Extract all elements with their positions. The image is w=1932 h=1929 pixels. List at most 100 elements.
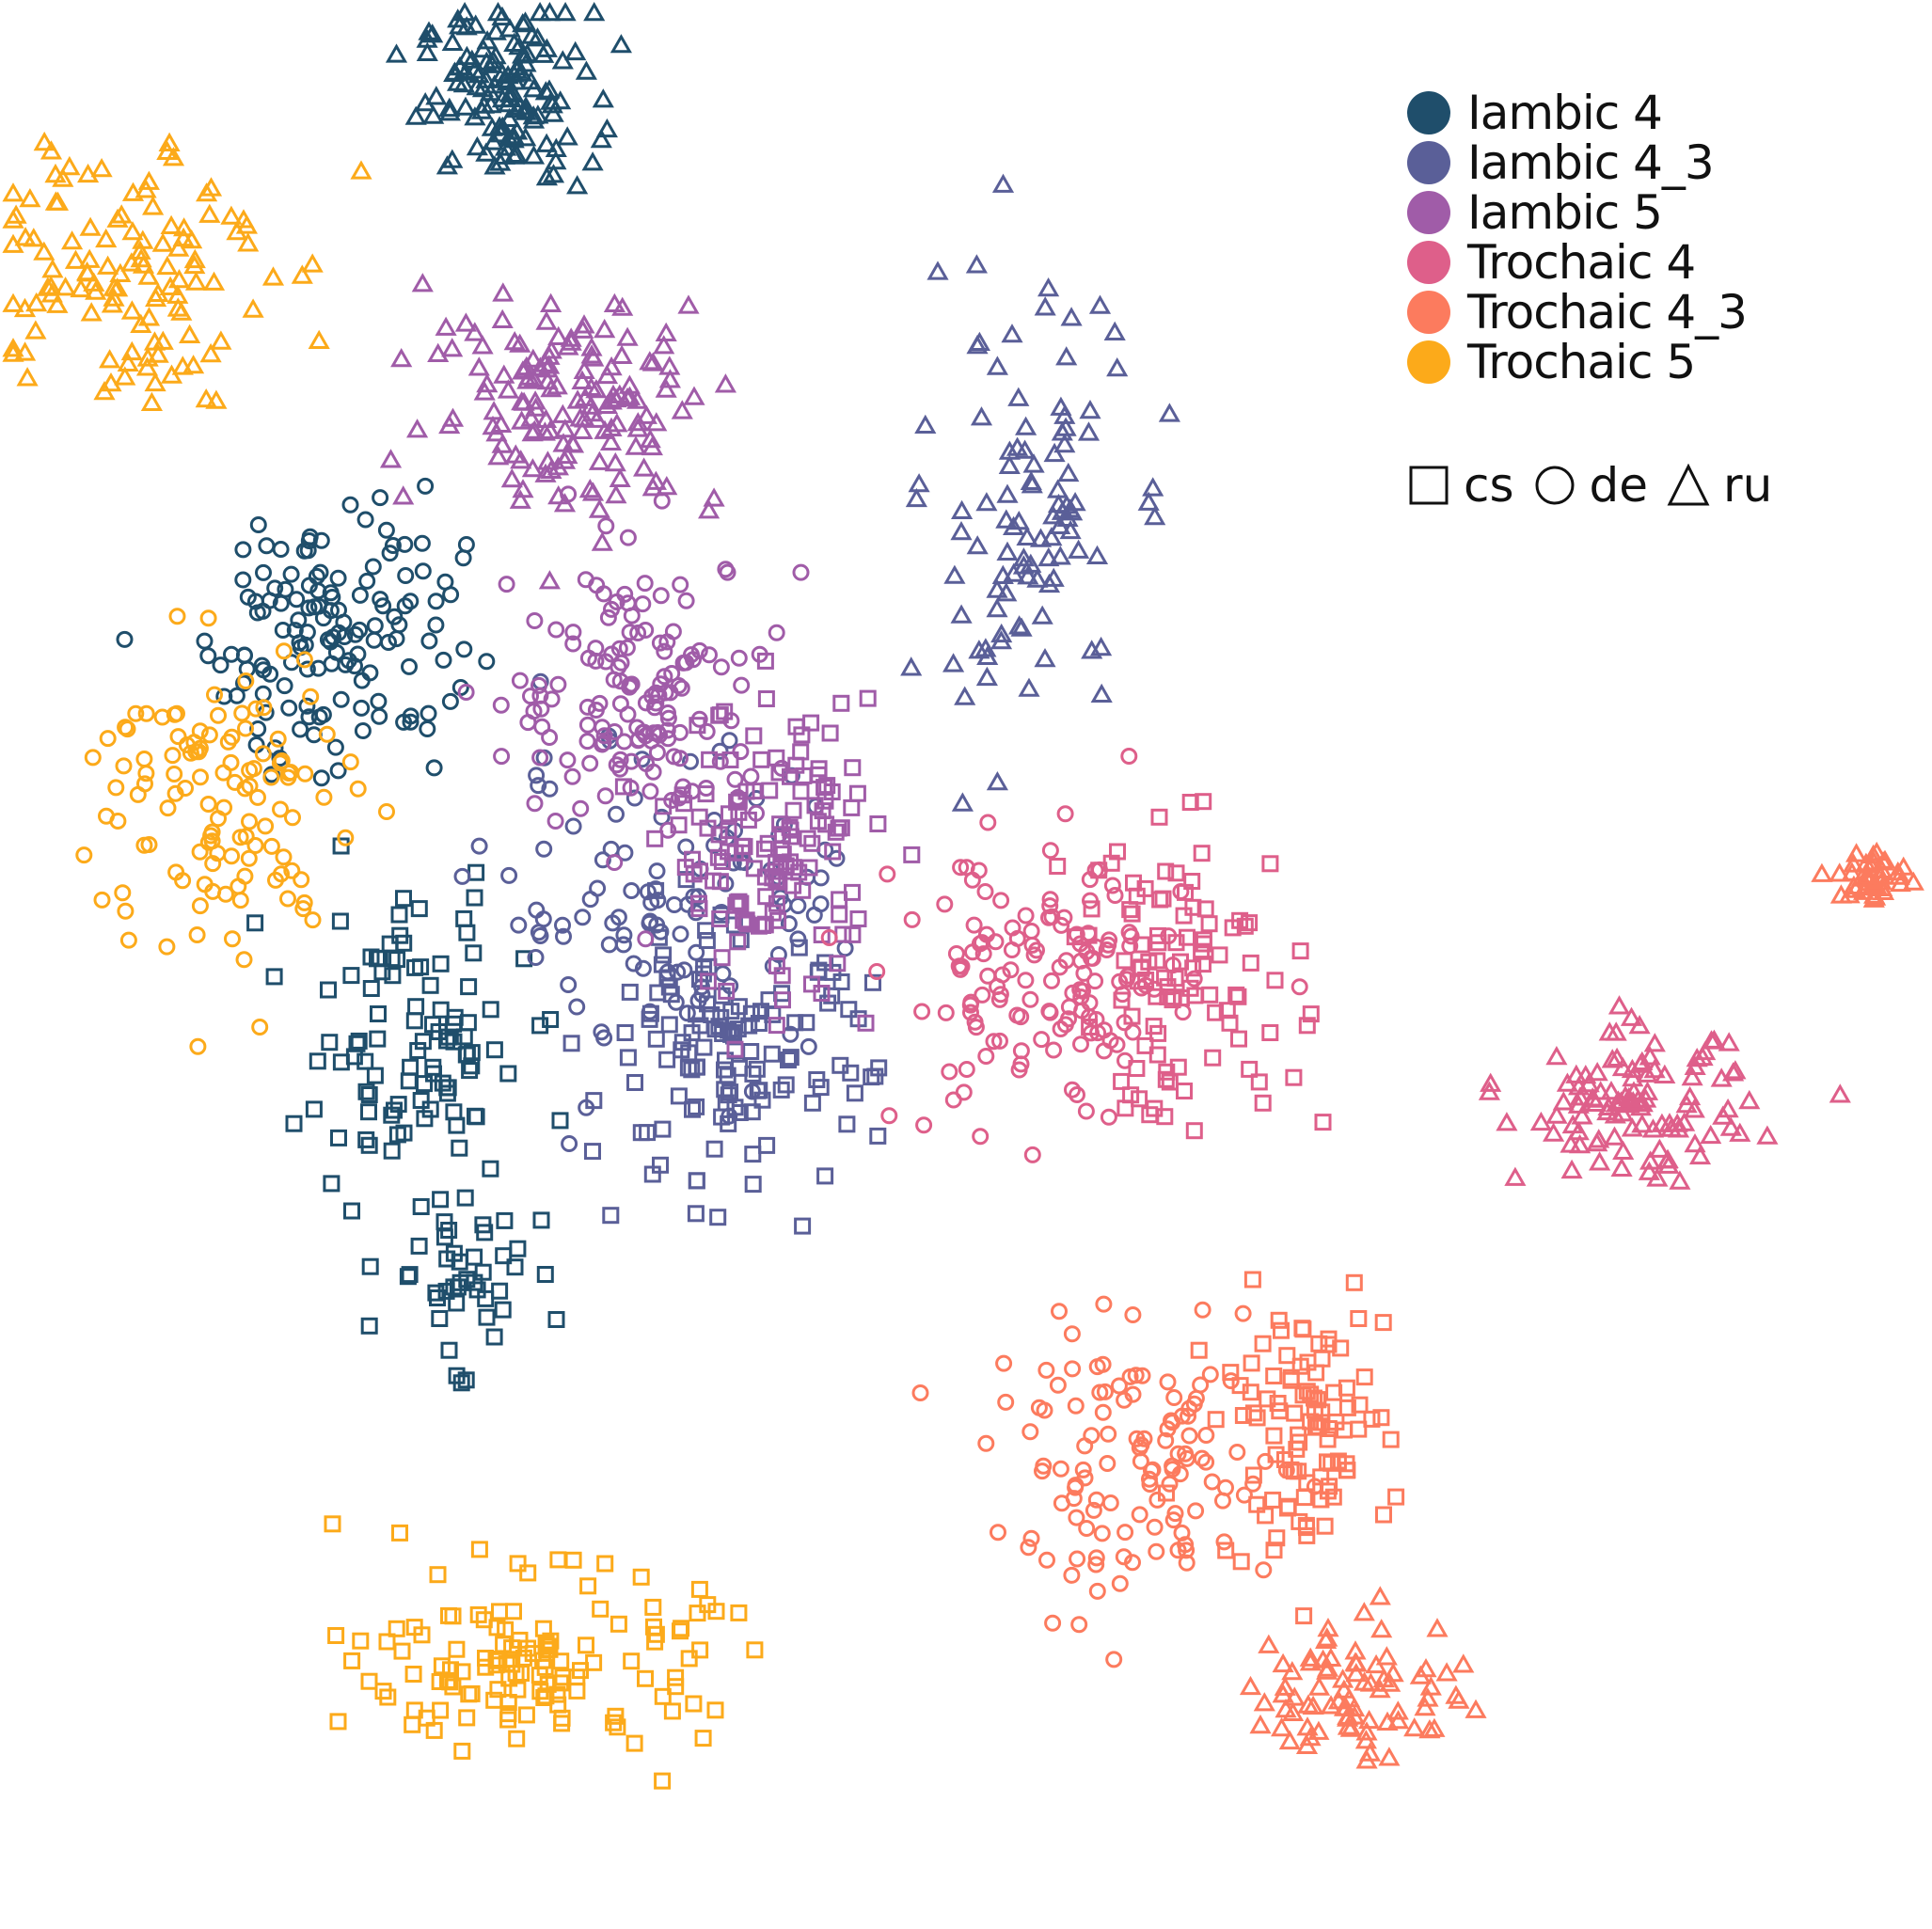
data-point-de <box>670 677 688 694</box>
data-point-de <box>1094 1355 1112 1373</box>
data-point-cs <box>645 1618 662 1636</box>
data-point-ru <box>466 135 488 156</box>
data-point-de <box>1163 1412 1180 1430</box>
data-point-cs <box>690 1580 708 1598</box>
data-point-ru <box>504 71 527 90</box>
data-point-cs <box>1151 891 1169 909</box>
data-point-de <box>1193 1449 1211 1467</box>
data-point-cs <box>461 1062 479 1080</box>
data-point-cs <box>505 1603 522 1621</box>
data-point-ru <box>467 356 490 376</box>
data-point-ru <box>618 374 641 394</box>
data-point-ru <box>1003 515 1025 535</box>
data-point-de <box>974 934 990 952</box>
data-point-de <box>579 649 597 667</box>
data-point-de <box>420 704 437 722</box>
data-point-de <box>441 692 459 710</box>
data-point-cs <box>1207 1004 1225 1021</box>
data-point-ru <box>1667 1118 1690 1138</box>
data-point-de <box>606 723 624 740</box>
data-point-cs <box>607 1707 625 1725</box>
data-point-ru <box>1657 1154 1680 1174</box>
data-point-de <box>349 780 367 798</box>
data-point-de <box>1141 1470 1158 1488</box>
data-point-de <box>249 516 267 533</box>
data-point-cs <box>1285 1068 1303 1086</box>
data-point-ru <box>524 390 546 410</box>
data-point-ru <box>5 204 27 224</box>
data-point-ru <box>97 255 119 275</box>
data-point-ru <box>1354 1671 1376 1691</box>
data-point-ru <box>1636 1081 1659 1100</box>
data-point-cs <box>1158 1063 1176 1081</box>
data-point-cs <box>401 1266 419 1284</box>
data-point-ru <box>1694 1040 1717 1061</box>
data-point-cs <box>754 917 771 934</box>
data-point-cs <box>707 1603 725 1621</box>
data-point-ru <box>55 277 77 296</box>
data-point-cs <box>713 949 731 967</box>
data-point-cs <box>626 1074 643 1091</box>
data-point-ru <box>2 338 24 357</box>
data-point-ru <box>529 356 551 376</box>
data-point-de <box>977 1434 995 1452</box>
data-point-ru <box>1378 1747 1401 1766</box>
data-point-de <box>541 780 559 798</box>
data-point-ru <box>195 387 217 408</box>
data-point-de <box>498 576 515 593</box>
data-point-ru <box>523 419 546 439</box>
data-point-ru <box>532 43 555 63</box>
data-point-de <box>526 612 544 629</box>
data-point-ru <box>491 6 514 26</box>
data-point-de <box>1291 978 1308 996</box>
data-point-ru <box>995 509 1018 529</box>
data-point-ru <box>1418 1718 1441 1739</box>
data-point-de <box>166 766 183 783</box>
data-point-cs <box>794 881 812 899</box>
data-point-ru <box>546 456 569 476</box>
data-point-de <box>1185 970 1203 988</box>
data-point-cs <box>1128 1060 1146 1077</box>
data-point-cs <box>742 1043 760 1060</box>
data-point-ru <box>536 370 559 390</box>
data-point-de <box>272 594 290 612</box>
data-point-ru <box>1281 1660 1304 1681</box>
data-point-cs <box>265 968 283 986</box>
data-point-de <box>595 727 613 745</box>
data-point-ru <box>90 157 113 178</box>
data-point-cs <box>834 925 852 943</box>
data-point-ru <box>1034 296 1056 316</box>
data-point-de <box>1041 891 1059 909</box>
data-point-ru <box>975 492 998 512</box>
data-point-cs <box>404 1666 422 1683</box>
data-point-ru <box>540 459 562 479</box>
data-point-de <box>1100 1108 1117 1126</box>
data-point-ru <box>540 293 562 312</box>
data-point-cs <box>1308 1391 1326 1409</box>
data-point-cs <box>1148 988 1165 1005</box>
data-point-de <box>619 529 637 546</box>
data-point-ru <box>943 564 966 584</box>
data-point-de <box>282 565 300 583</box>
data-point-de <box>780 915 798 933</box>
data-point-de <box>312 531 330 549</box>
data-point-ru <box>167 237 190 257</box>
data-point-ru <box>1623 1081 1645 1100</box>
data-point-ru <box>156 255 179 276</box>
data-point-ru <box>1333 1679 1355 1699</box>
data-point-de <box>323 655 340 672</box>
data-point-cs <box>647 1030 665 1048</box>
data-point-de <box>997 1393 1015 1411</box>
data-point-ru <box>471 77 495 98</box>
data-point-de <box>533 718 551 735</box>
data-point-ru <box>308 329 330 349</box>
data-point-cs <box>513 1665 531 1682</box>
data-point-cs <box>1297 1516 1315 1534</box>
data-point-de <box>1087 1549 1105 1567</box>
data-point-de <box>611 695 629 713</box>
data-point-de <box>371 707 388 725</box>
data-point-de <box>1103 877 1121 894</box>
data-point-cs <box>412 958 430 976</box>
data-point-ru <box>2 342 24 362</box>
data-point-de <box>1235 1486 1253 1504</box>
